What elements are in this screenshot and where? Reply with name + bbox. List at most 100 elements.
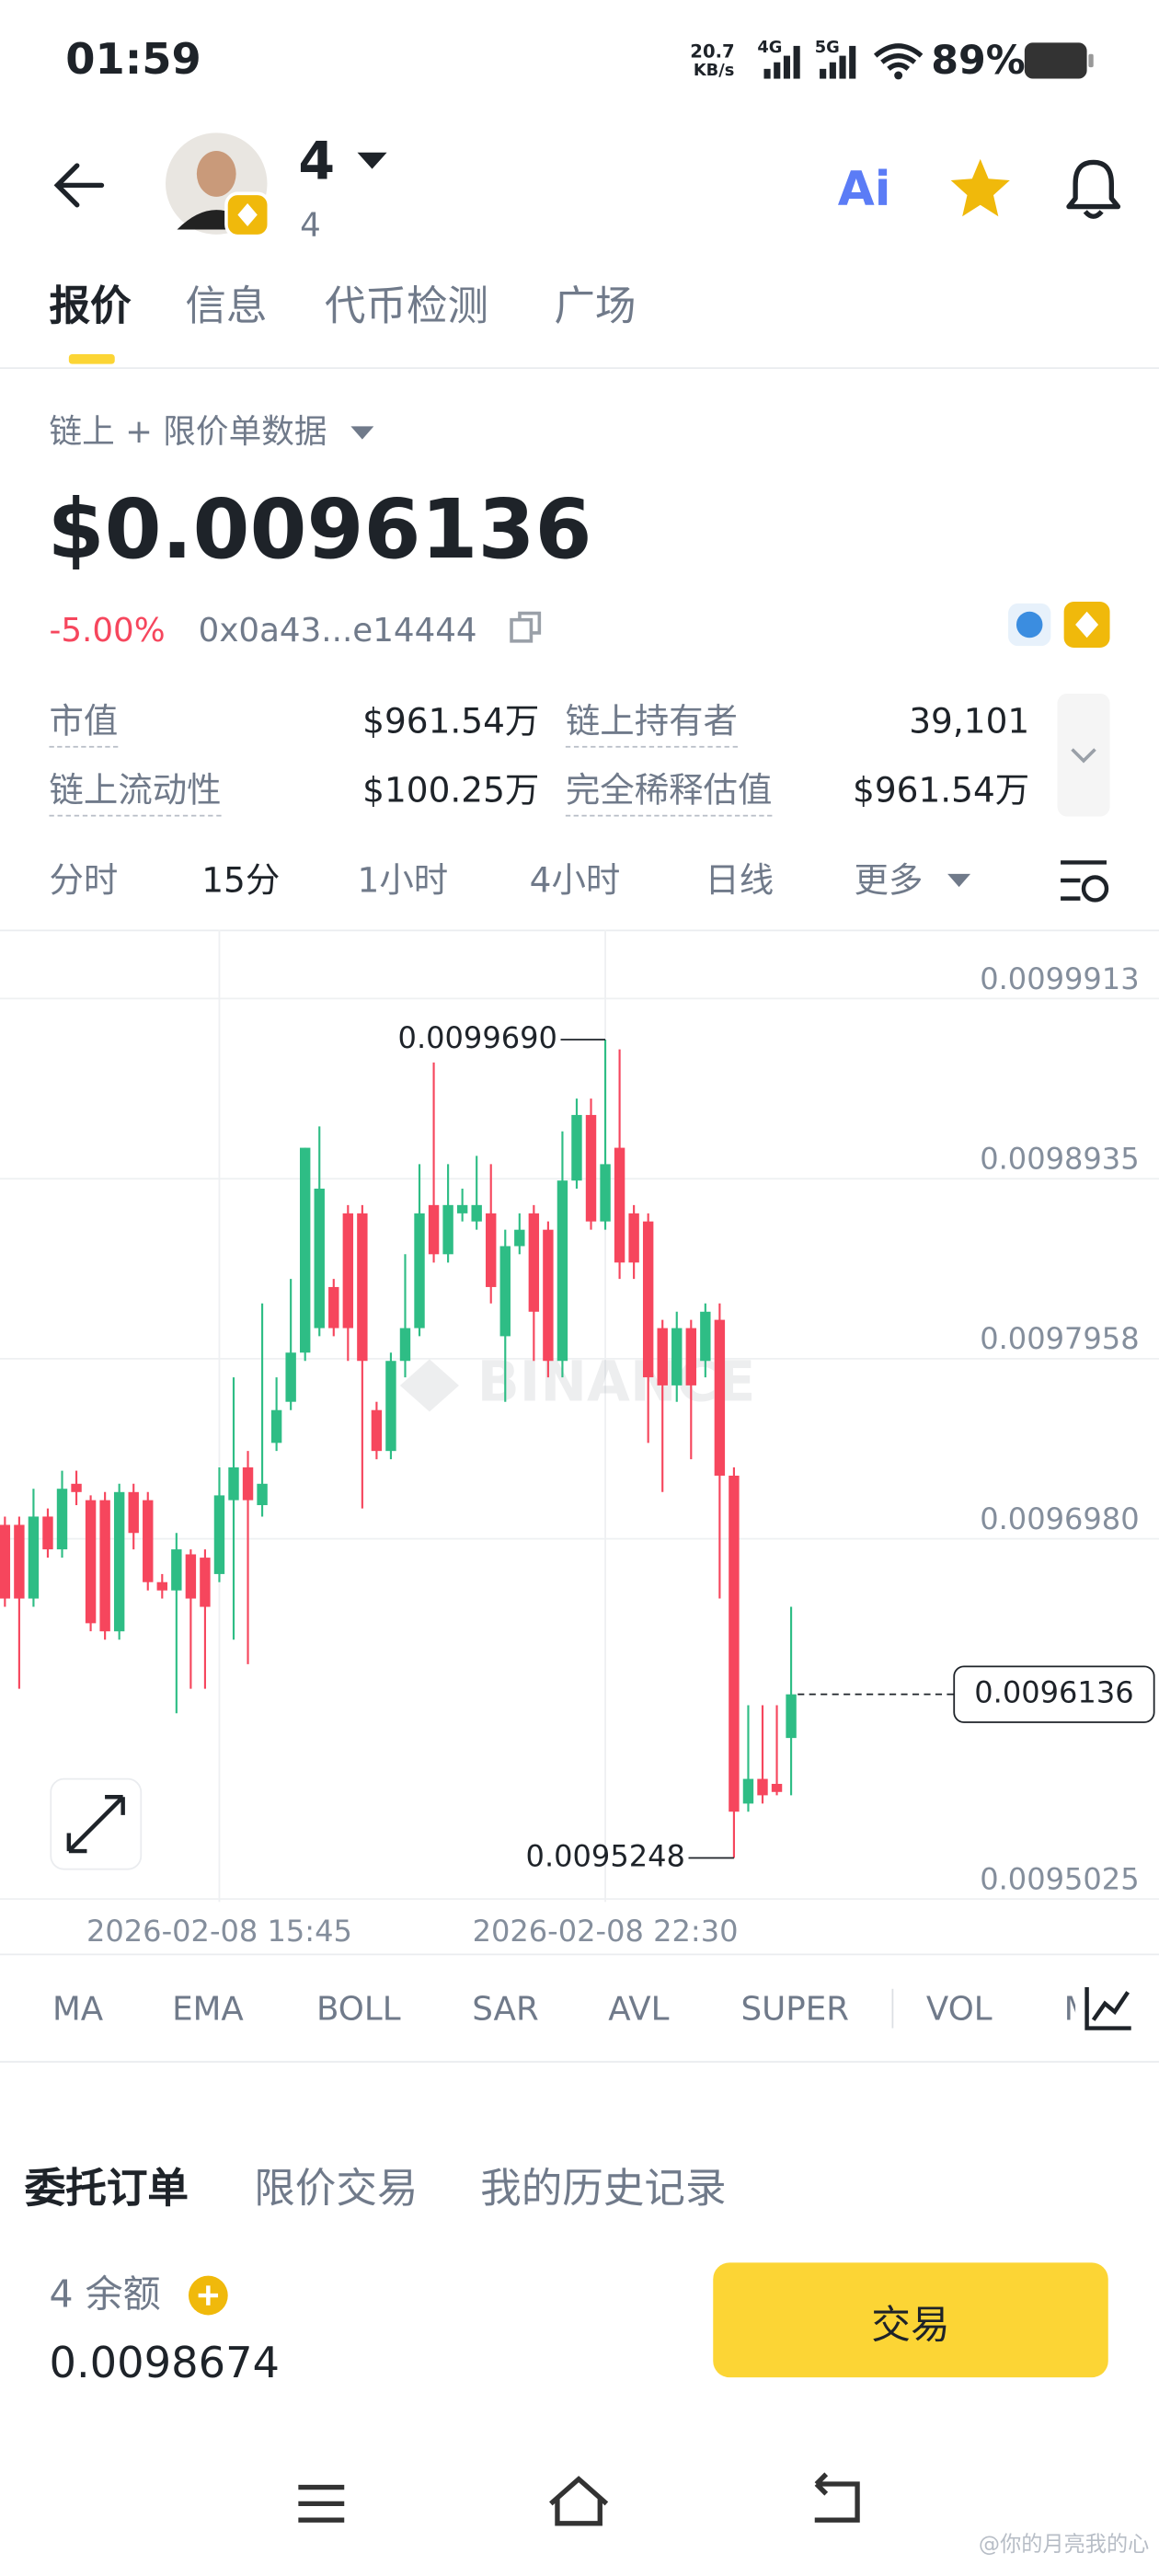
network-label: 4G <box>757 39 783 58</box>
divider <box>0 2061 1159 2063</box>
interval[interactable]: 更多 <box>854 860 924 901</box>
candle-body <box>257 1483 268 1506</box>
candle-body <box>113 1491 125 1632</box>
status-icons <box>763 43 924 80</box>
candle-body <box>385 1361 396 1452</box>
fullscreen-button[interactable] <box>50 1777 143 1870</box>
expand-stats[interactable] <box>1057 693 1110 817</box>
order-tab[interactable]: 委托订单 <box>24 2164 189 2213</box>
contract-address: 0x0a43...e14444 <box>198 609 477 650</box>
indicator[interactable]: BOLL <box>316 1988 401 2029</box>
ai-button[interactable]: Ai <box>837 160 891 217</box>
price-change: -5.00% <box>49 609 166 650</box>
candle-body <box>56 1489 68 1550</box>
indicator[interactable]: VOL <box>925 1988 993 2029</box>
nav-menu[interactable] <box>298 2484 345 2523</box>
candle-body <box>585 1114 597 1222</box>
tab[interactable]: 信息 <box>185 282 268 330</box>
candle-body <box>456 1204 468 1213</box>
candle-body <box>628 1213 639 1263</box>
tab-indicator <box>68 353 115 364</box>
interval[interactable]: 1小时 <box>357 860 449 901</box>
token-dropdown[interactable] <box>354 149 390 172</box>
candle-body <box>642 1221 654 1378</box>
interval[interactable]: 4小时 <box>529 860 621 901</box>
candle-body <box>700 1311 711 1362</box>
indicator[interactable]: AVL <box>608 1988 670 2029</box>
nav-back[interactable] <box>814 2472 860 2523</box>
platform-icons[interactable] <box>1004 600 1113 649</box>
candle-body <box>657 1328 668 1386</box>
stat-label: 链上流动性 <box>49 770 222 817</box>
balance-asset: 4 <box>49 2273 74 2317</box>
interval[interactable]: 分时 <box>49 860 119 901</box>
candle-body <box>543 1229 554 1362</box>
y-tick-label: 0.0099913 <box>980 961 1139 996</box>
candle-body <box>757 1778 768 1796</box>
max-marker-label: 0.0099690 <box>398 1020 557 1055</box>
favorite-star[interactable] <box>947 155 1013 218</box>
candle-body <box>314 1189 325 1328</box>
candle-body <box>185 1554 197 1599</box>
tab[interactable]: 广场 <box>554 282 637 330</box>
nav-bar <box>298 2472 860 2526</box>
interval[interactable]: 日线 <box>705 860 775 901</box>
candle-body <box>614 1147 625 1263</box>
battery-level: 89% <box>931 37 1026 84</box>
indicator[interactable]: SAR <box>472 1988 539 2029</box>
candle-body <box>85 1500 97 1624</box>
candle-body <box>742 1778 754 1804</box>
network-label: 5G <box>814 39 840 58</box>
candle-body <box>200 1558 211 1607</box>
candle-body <box>786 1694 797 1739</box>
candle-body <box>143 1500 154 1582</box>
token-avatar[interactable] <box>164 132 279 247</box>
candle-body <box>414 1213 425 1328</box>
candle-body <box>771 1783 783 1792</box>
candle-body <box>685 1328 696 1386</box>
candle-body <box>28 1516 40 1599</box>
indicator[interactable]: SUPER <box>740 1988 850 2029</box>
candle-body <box>471 1204 482 1222</box>
indicator[interactable]: MA <box>52 1988 104 2029</box>
candle-body <box>0 1524 11 1599</box>
candle-body <box>399 1328 411 1362</box>
nav-home[interactable] <box>549 2476 609 2526</box>
indicator-settings[interactable] <box>1082 1984 1134 2032</box>
trade-button[interactable]: 交易 <box>713 2262 1108 2378</box>
candle-body <box>285 1352 296 1402</box>
candle-body <box>571 1114 582 1181</box>
interval[interactable]: 15分 <box>201 860 281 901</box>
candle-body <box>228 1466 239 1501</box>
min-marker-label: 0.0095248 <box>526 1838 685 1873</box>
separator <box>891 1988 894 2029</box>
y-tick-label: 0.0096980 <box>980 1501 1139 1536</box>
data-source[interactable]: 链上 + 限价单数据 <box>49 411 327 452</box>
add-balance[interactable] <box>187 2274 233 2320</box>
back-button[interactable] <box>49 155 114 214</box>
stat-label: 完全稀释估值 <box>565 770 773 817</box>
notification-bell[interactable] <box>1062 155 1125 221</box>
candle-body <box>557 1180 568 1362</box>
chart-settings[interactable] <box>1058 857 1114 906</box>
tab[interactable]: 代币检测 <box>324 282 489 330</box>
current-price: $0.0096136 <box>47 481 592 578</box>
order-tab[interactable]: 我的历史记录 <box>480 2164 727 2213</box>
last-price-label: 0.0096136 <box>974 1675 1133 1710</box>
stat-label: 链上持有者 <box>565 701 738 748</box>
candle-body <box>99 1500 110 1632</box>
candle-body <box>442 1204 453 1255</box>
order-tab[interactable]: 限价交易 <box>254 2164 419 2213</box>
candle-body <box>71 1483 82 1492</box>
tab[interactable]: 报价 <box>49 282 132 330</box>
candle-body <box>428 1204 440 1255</box>
indicator[interactable]: EMA <box>172 1988 244 2029</box>
net-speed-unit: KB/s <box>693 62 735 81</box>
token-name[interactable]: 4 <box>298 129 336 192</box>
stat-value: $961.54万 <box>362 701 540 742</box>
stat-label: 市值 <box>49 701 119 748</box>
candle-body <box>486 1213 497 1287</box>
candlestick-chart: BINANCE 0.0099913 0.0098935 0.0097958 0.009… <box>0 929 1159 1956</box>
copy-icon[interactable] <box>508 610 544 646</box>
